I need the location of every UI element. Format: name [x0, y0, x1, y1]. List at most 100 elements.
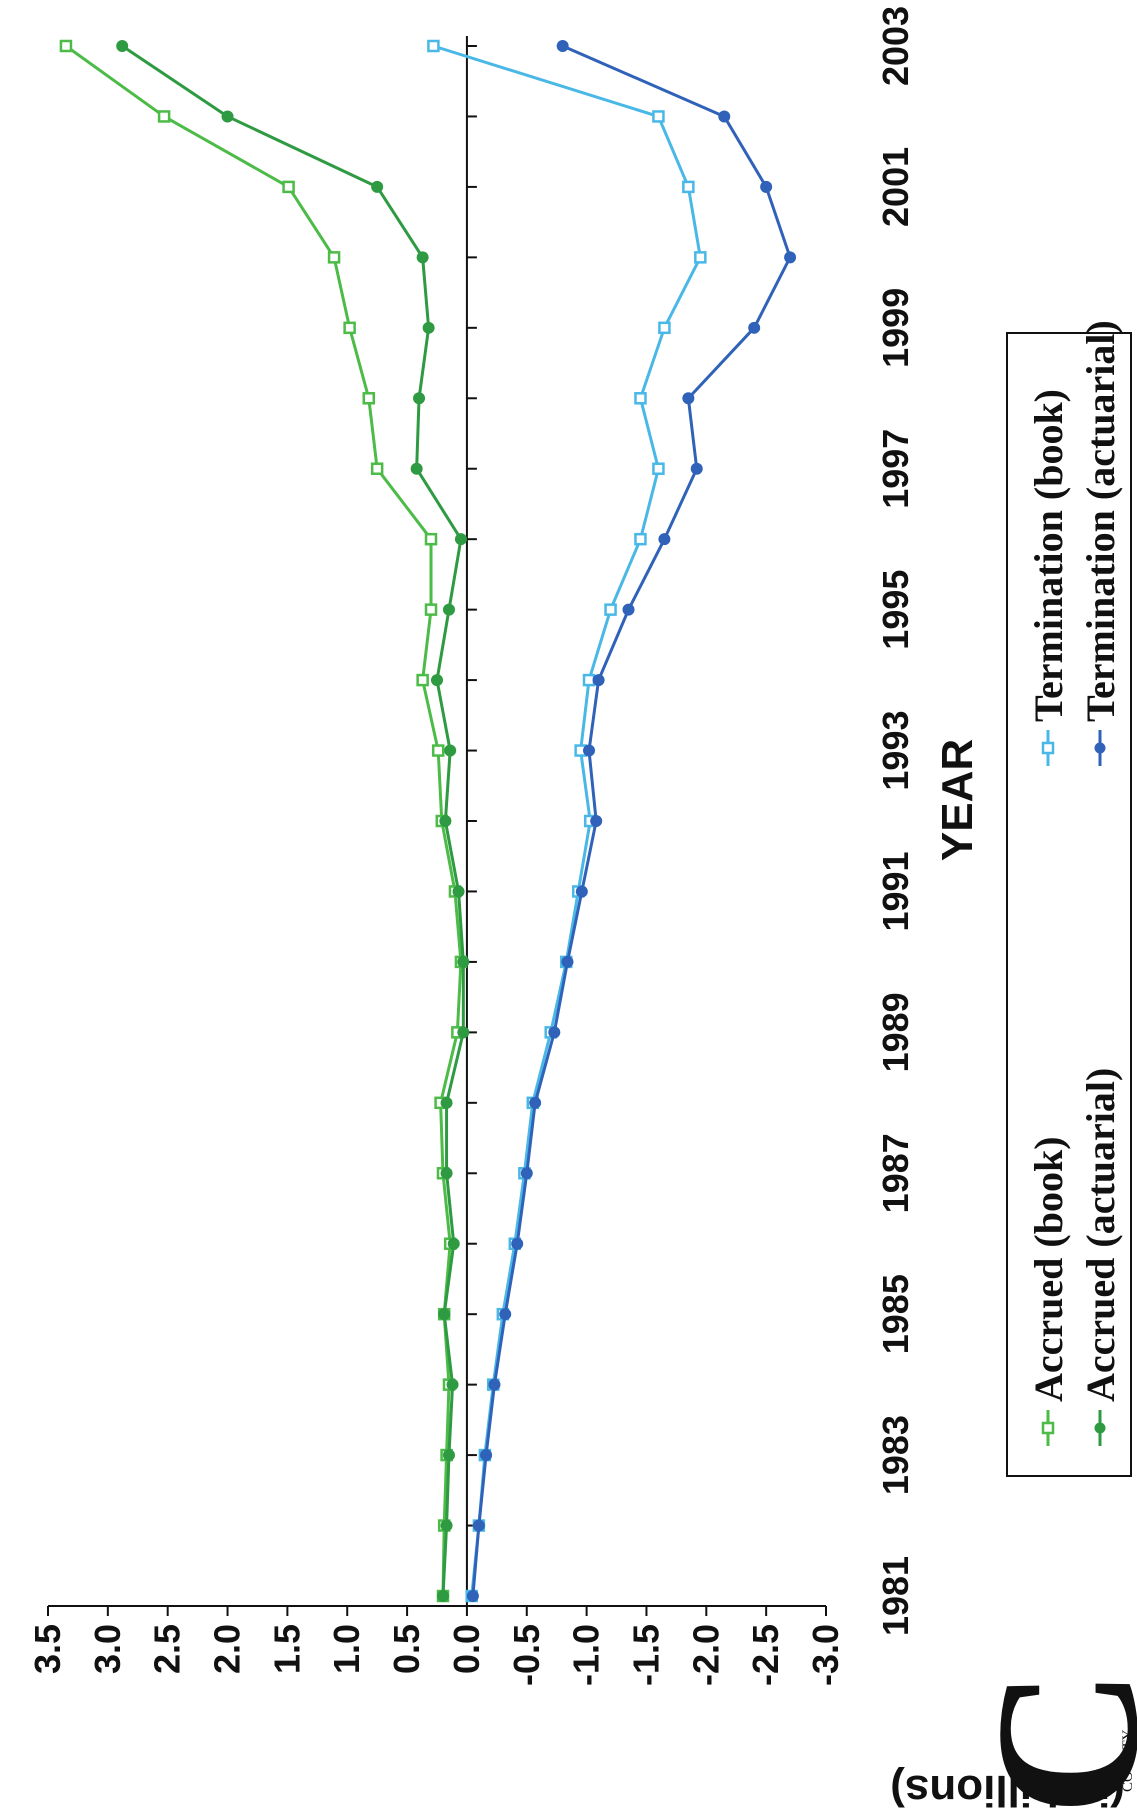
y-tick-label: 3.0	[87, 1624, 128, 1674]
data-point-circle	[748, 321, 761, 334]
legend-marker-square	[1041, 1421, 1055, 1435]
legend-label: Termination (book)	[1026, 389, 1071, 722]
y-tick-label: -0.5	[506, 1624, 547, 1686]
legend-marker-circle	[1094, 1422, 1106, 1434]
y-axis-ticks: 3.5 3.0 2.5 2.0 1.5 1.0 0.5 0.0 -0.5 -1.0 -1.5 -2.0…	[27, 1606, 846, 1686]
data-point-circle	[416, 251, 429, 264]
x-tick-label: 1981	[875, 1556, 916, 1636]
data-point-circle	[590, 815, 603, 827]
y-tick-label: 0.0	[446, 1624, 487, 1674]
data-point-circle	[444, 744, 457, 757]
data-point-square	[634, 392, 647, 405]
data-point-square	[370, 462, 384, 475]
data-point-circle	[529, 1096, 542, 1109]
data-point-square	[424, 532, 438, 546]
data-point-circle	[622, 603, 635, 616]
legend-marker-circle	[1094, 742, 1106, 754]
county-emblem: C COUNTY	[954, 1668, 1137, 1816]
data-point-circle	[520, 1167, 533, 1180]
y-tick-label: -1.0	[566, 1624, 607, 1686]
data-point-square	[157, 110, 171, 123]
x-tick-label: 2001	[875, 147, 916, 227]
data-point-circle	[457, 955, 470, 968]
data-point-circle	[439, 815, 452, 827]
y-tick-label: 1.5	[266, 1624, 307, 1674]
data-point-circle	[371, 180, 384, 193]
data-point-circle	[480, 1449, 493, 1462]
x-tick-label: 1997	[875, 429, 916, 509]
data-point-circle	[575, 885, 588, 898]
data-point-square	[362, 392, 376, 405]
data-point-square	[652, 110, 665, 123]
y-axis-title: DOLLARS (in billions)	[890, 1766, 1137, 1815]
data-point-square	[327, 251, 341, 264]
legend-box	[1006, 332, 1132, 1477]
x-axis-title: YEAR	[933, 739, 982, 861]
data-point-square	[59, 39, 73, 53]
y-tick-label: 0.5	[386, 1624, 427, 1674]
data-point-circle	[438, 1308, 451, 1321]
legend-label: Accrued (book)	[1026, 1136, 1071, 1402]
x-tick-label: 1991	[875, 851, 916, 931]
data-point-circle	[221, 110, 234, 123]
data-point-square	[652, 462, 665, 475]
legend-label: Accrued (actuarial)	[1078, 1068, 1123, 1402]
data-point-square	[416, 673, 429, 687]
data-point-square	[582, 673, 596, 687]
data-point-square	[604, 603, 617, 616]
data-point-circle	[556, 40, 569, 52]
series-line	[471, 44, 792, 1597]
data-point-square	[424, 603, 438, 616]
data-point-circle	[592, 674, 605, 687]
x-tick-label: 1999	[875, 288, 916, 368]
y-tick-label: -3.0	[805, 1624, 846, 1686]
data-point-circle	[440, 1096, 453, 1109]
data-point-circle	[446, 1378, 459, 1391]
data-point-circle	[440, 1167, 453, 1180]
data-point-circle	[422, 321, 435, 334]
y-tick-label: 1.0	[326, 1624, 367, 1674]
data-point-circle	[442, 1449, 455, 1462]
data-point-circle	[116, 40, 129, 52]
data-point-square	[343, 321, 356, 335]
data-point-circle	[682, 392, 695, 405]
data-point-circle	[442, 603, 455, 616]
y-tick-label: -2.0	[685, 1624, 726, 1686]
x-tick-label: 1995	[875, 570, 916, 650]
data-point-circle	[658, 533, 671, 546]
data-point-circle	[760, 180, 773, 193]
x-tick-label: 1989	[875, 992, 916, 1072]
data-point-circle	[472, 1519, 485, 1532]
legend-marker-square	[1041, 741, 1055, 755]
data-point-circle	[690, 462, 703, 475]
data-point-circle	[511, 1237, 524, 1250]
data-point-circle	[431, 674, 443, 687]
chart-series	[59, 39, 797, 1603]
data-point-circle	[488, 1378, 501, 1391]
chart-legend: Accrued (book) Accrued (actuarial) Termina…	[1006, 320, 1132, 1477]
series-line	[65, 44, 463, 1597]
data-point-square	[427, 39, 440, 53]
data-point-circle	[499, 1308, 512, 1321]
series-line	[121, 44, 465, 1597]
data-point-circle	[454, 533, 467, 546]
data-point-circle	[466, 1590, 479, 1602]
data-point-circle	[413, 392, 426, 405]
x-tick-label: 1993	[875, 710, 916, 790]
data-point-circle	[583, 744, 596, 757]
x-tick-label: 1983	[875, 1415, 916, 1495]
data-point-square	[658, 321, 671, 335]
data-point-circle	[718, 110, 731, 123]
data-point-circle	[457, 1026, 470, 1039]
y-tick-label: 3.5	[27, 1624, 68, 1674]
x-axis-ticks: 1981 1983 1985 1987 1989 1991 1993 1995 1997 1999…	[466, 6, 916, 1636]
data-point-circle	[561, 955, 574, 968]
data-point-square	[694, 251, 707, 264]
data-point-circle	[784, 251, 797, 264]
data-point-square	[682, 180, 695, 194]
data-point-circle	[440, 1519, 453, 1532]
y-tick-label: 2.0	[207, 1624, 248, 1674]
data-point-circle	[410, 462, 423, 475]
x-tick-label: 1985	[875, 1274, 916, 1354]
